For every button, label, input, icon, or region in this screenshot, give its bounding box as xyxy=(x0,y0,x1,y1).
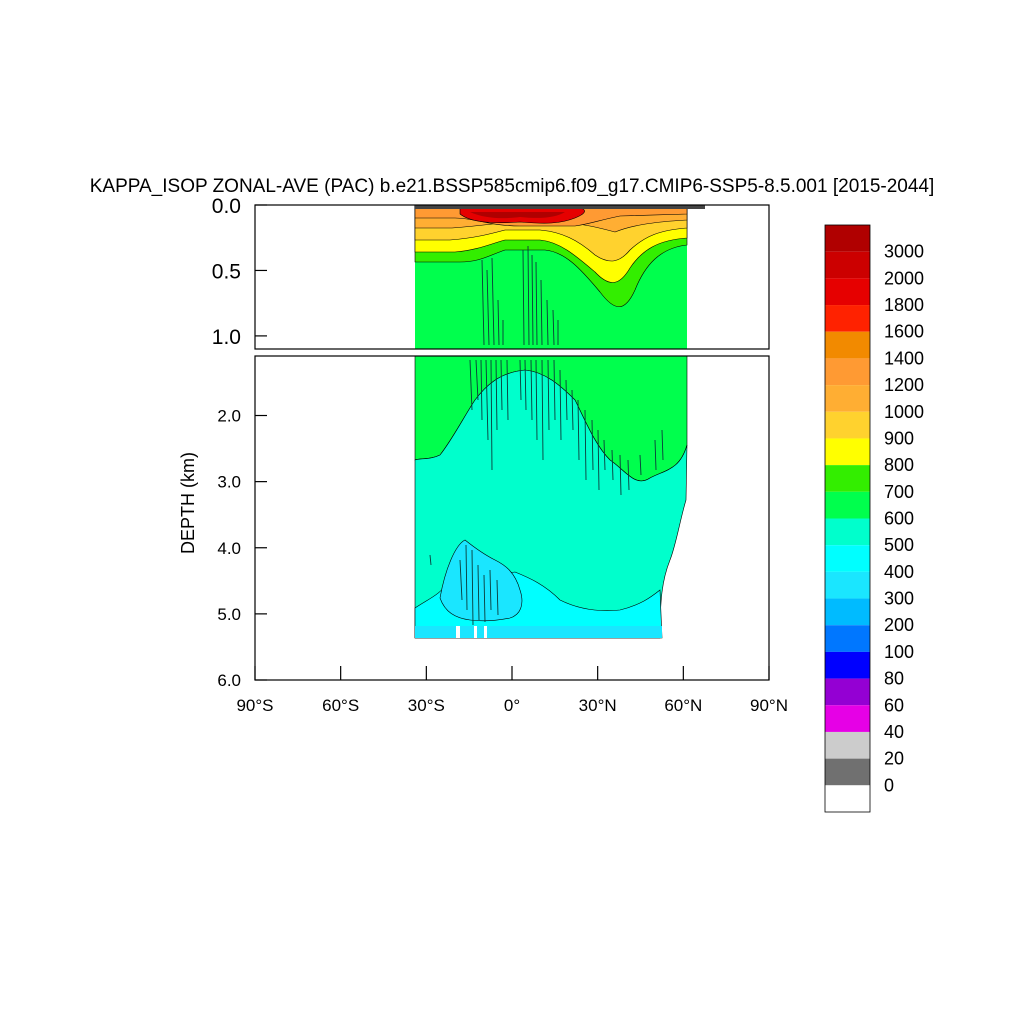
colorbar-label: 200 xyxy=(884,615,914,635)
colorbar-label: 400 xyxy=(884,562,914,582)
colorbar-label: 300 xyxy=(884,589,914,609)
colorbar: 3000200018001600140012001000900800700600… xyxy=(824,224,924,813)
colorbar-label: 0 xyxy=(884,775,894,795)
colorbar-label: 1400 xyxy=(884,348,924,368)
chart-title: KAPPA_ISOP ZONAL-AVE (PAC) b.e21.BSSP585… xyxy=(90,176,935,197)
colorbar-swatch xyxy=(825,651,870,679)
colorbar-label: 3000 xyxy=(884,242,924,262)
y-tick-label: 1.0 xyxy=(212,326,241,349)
colorbar-swatch xyxy=(825,331,870,359)
upper-field-mix-lines xyxy=(481,245,559,346)
colorbar-swatch xyxy=(825,385,870,412)
colorbar-swatch xyxy=(825,571,870,599)
colorbar-label: 800 xyxy=(884,455,914,475)
y-tick-label: 6.0 xyxy=(217,671,241,690)
y-tick-label: 2.0 xyxy=(217,407,241,426)
x-tick-label: 90°N xyxy=(750,696,788,715)
colorbar-swatch xyxy=(825,491,870,519)
x-tick-label: 30°S xyxy=(408,696,445,715)
colorbar-label: 900 xyxy=(884,428,914,448)
colorbar-swatch xyxy=(825,625,870,652)
lower-field-gap-3 xyxy=(484,626,487,638)
y-tick-label: 5.0 xyxy=(217,605,241,624)
colorbar-label: 1800 xyxy=(884,295,924,315)
colorbar-label: 2000 xyxy=(884,268,924,288)
colorbar-label: 600 xyxy=(884,509,914,529)
colorbar-swatch xyxy=(825,278,870,306)
colorbar-swatch xyxy=(825,518,870,546)
x-tick-label: 60°S xyxy=(322,696,359,715)
colorbar-label: 60 xyxy=(884,695,904,715)
upper-panel xyxy=(414,205,705,349)
colorbar-swatch xyxy=(825,785,870,812)
colorbar-swatch xyxy=(825,598,870,626)
y-axis-label: DEPTH (km) xyxy=(178,452,198,554)
colorbar-swatch xyxy=(825,411,870,439)
upper-panel-frame xyxy=(254,204,770,350)
colorbar-label: 100 xyxy=(884,642,914,662)
colorbar-swatch xyxy=(825,225,870,252)
upper-field-darkred xyxy=(470,212,565,219)
colorbar-swatch xyxy=(825,438,870,466)
x-tick-label: 60°N xyxy=(664,696,702,715)
colorbar-swatch xyxy=(825,545,870,572)
colorbar-swatch xyxy=(825,705,870,732)
lower-field-mix-lines xyxy=(429,359,664,626)
lower-field-gap-2 xyxy=(474,626,477,638)
lower-field-lightblue xyxy=(439,539,523,622)
colorbar-swatch xyxy=(825,358,870,386)
colorbar-frame xyxy=(824,224,871,813)
colorbar-label: 700 xyxy=(884,482,914,502)
upper-field-surface-dark xyxy=(415,205,705,209)
y-tick-label: 0.0 xyxy=(212,195,241,218)
y-tick-label: 0.5 xyxy=(212,260,241,283)
colorbar-swatch xyxy=(825,678,870,706)
colorbar-label: 1000 xyxy=(884,402,924,422)
lower-field-bottom-band xyxy=(415,626,662,638)
colorbar-swatch xyxy=(825,465,870,492)
y-tick-label: 4.0 xyxy=(217,539,241,558)
x-axis: 90°S 60°S 30°S 0° 30°N 60°N 90°N xyxy=(236,666,788,715)
colorbar-label: 40 xyxy=(884,722,904,742)
lower-field-gap-1 xyxy=(456,626,460,638)
y-axis: 0.0 0.5 1.0 2.0 3.0 4.0 5.0 6.0 xyxy=(212,195,267,690)
colorbar-label: 1200 xyxy=(884,375,924,395)
y-tick-label: 3.0 xyxy=(217,473,241,492)
colorbar-swatch xyxy=(825,731,870,759)
lower-panel xyxy=(414,356,688,639)
colorbar-label: 20 xyxy=(884,749,904,769)
colorbar-label: 80 xyxy=(884,669,904,689)
colorbar-swatch xyxy=(825,305,870,332)
x-tick-label: 30°N xyxy=(579,696,617,715)
x-tick-label: 0° xyxy=(504,696,520,715)
colorbar-swatch xyxy=(825,251,870,279)
x-tick-label: 90°S xyxy=(236,696,273,715)
colorbar-label: 500 xyxy=(884,535,914,555)
colorbar-swatch xyxy=(825,758,870,786)
colorbar-label: 1600 xyxy=(884,322,924,342)
